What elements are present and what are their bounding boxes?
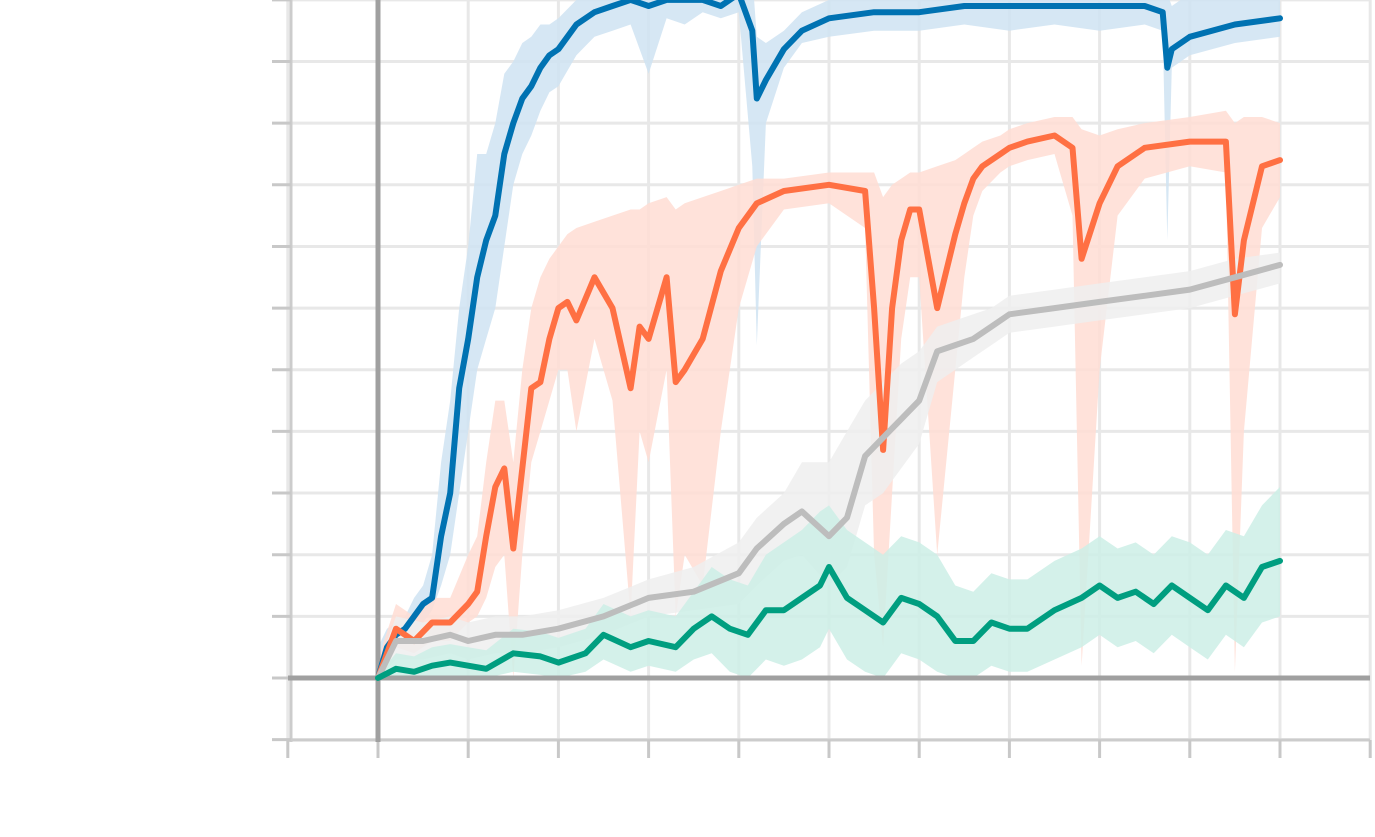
series-line-blue <box>375 0 1283 681</box>
series-line-orange <box>375 132 1283 681</box>
band-green <box>378 486 1280 678</box>
band-layer <box>378 0 1280 679</box>
band-gray <box>378 252 1280 678</box>
line-layer <box>375 0 1283 681</box>
axis-layer <box>272 0 1372 758</box>
band-orange <box>378 110 1280 679</box>
series-line-gray <box>375 261 1283 681</box>
series-line-green <box>375 557 1283 681</box>
